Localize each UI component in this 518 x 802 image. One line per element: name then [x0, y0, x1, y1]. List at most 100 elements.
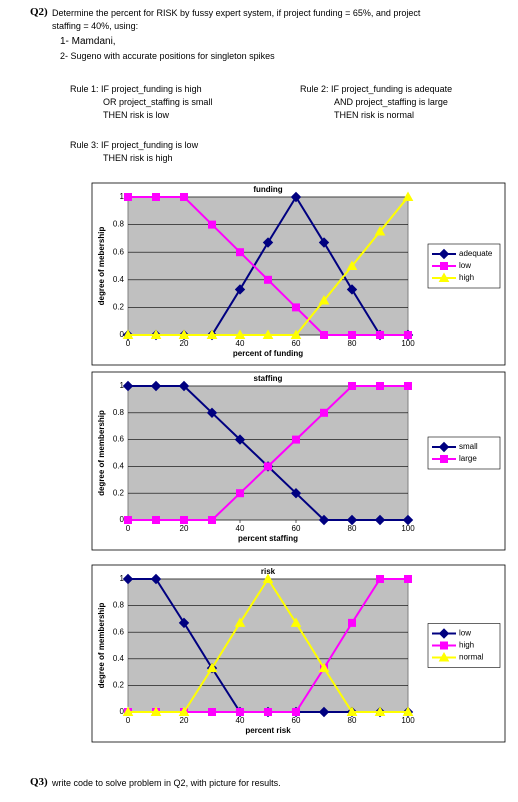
data-point — [178, 329, 190, 339]
data-point — [150, 573, 162, 585]
legend-label: high — [459, 641, 474, 650]
data-point — [320, 331, 328, 339]
legend-label: adequate — [459, 249, 493, 258]
method: 1- Mamdani, — [60, 36, 116, 47]
x-tick-label: 60 — [292, 716, 301, 725]
data-point — [348, 618, 356, 627]
legend-label: high — [459, 273, 474, 282]
data-point — [122, 706, 134, 716]
y-axis-label: degree of membership — [97, 602, 106, 688]
y-tick-label: 1 — [120, 574, 125, 583]
y-axis-label: degree of mebership — [97, 227, 106, 306]
data-point — [262, 237, 274, 248]
data-point — [208, 220, 216, 229]
legend-marker — [438, 248, 450, 260]
x-tick-label: 0 — [126, 339, 131, 348]
data-point — [402, 706, 414, 716]
data-point — [404, 382, 412, 390]
question-text: Determine the percent for RISK by fussy … — [52, 8, 421, 18]
data-point — [178, 706, 190, 716]
y-tick-label: 0.4 — [113, 275, 125, 284]
y-tick-label: 0 — [120, 330, 125, 339]
data-point — [292, 303, 300, 312]
footer-text: write code to solve problem in Q2, with … — [52, 778, 281, 788]
legend-label: small — [459, 442, 478, 451]
x-tick-label: 80 — [348, 339, 357, 348]
data-point — [236, 708, 244, 716]
data-point — [150, 706, 162, 716]
x-tick-label: 40 — [236, 524, 245, 533]
x-tick-label: 100 — [401, 716, 415, 725]
data-point — [402, 514, 414, 526]
data-point — [236, 489, 244, 498]
data-point — [234, 617, 246, 627]
x-tick-label: 80 — [348, 716, 357, 725]
data-point — [290, 191, 302, 203]
data-point — [150, 329, 162, 339]
legend-marker — [438, 628, 450, 639]
data-point — [264, 275, 272, 284]
chart-title: funding — [253, 185, 282, 194]
data-point — [374, 225, 386, 236]
data-point — [320, 408, 328, 417]
legend-label: normal — [459, 653, 484, 662]
data-point — [208, 708, 216, 716]
data-point — [348, 382, 356, 390]
data-point — [404, 331, 412, 339]
data-point — [206, 407, 218, 419]
data-point — [376, 331, 384, 339]
y-tick-label: 0.6 — [113, 247, 125, 256]
y-tick-label: 0.2 — [113, 488, 125, 497]
data-point — [318, 514, 330, 526]
y-tick-label: 0 — [120, 707, 125, 716]
rule-line: THEN risk is low — [103, 110, 170, 120]
data-point — [346, 514, 358, 526]
data-point — [292, 435, 300, 444]
x-tick-label: 0 — [126, 524, 131, 533]
data-point — [290, 329, 302, 339]
rule-line: Rule 1: IF project_funding is high — [70, 84, 202, 94]
chart-title: risk — [261, 567, 276, 576]
x-axis-label: percent risk — [245, 726, 291, 735]
y-tick-label: 0.8 — [113, 601, 125, 610]
rule-line: THEN risk is normal — [334, 110, 415, 120]
x-tick-label: 40 — [236, 716, 245, 725]
rule-line: THEN risk is high — [103, 153, 173, 163]
x-axis-label: percent of funding — [233, 349, 303, 358]
data-point — [346, 706, 358, 716]
data-point — [402, 191, 414, 201]
y-tick-label: 0.2 — [113, 681, 125, 690]
data-point — [122, 329, 134, 339]
data-point — [404, 575, 412, 583]
y-axis-label: degree of membership — [97, 410, 106, 496]
legend-marker — [440, 455, 448, 463]
legend-marker — [438, 441, 450, 453]
plot-area — [127, 578, 409, 713]
data-point — [234, 329, 246, 339]
x-tick-label: 60 — [292, 524, 301, 533]
x-tick-label: 100 — [401, 524, 415, 533]
data-point — [346, 260, 358, 270]
y-tick-label: 0.8 — [113, 220, 125, 229]
x-tick-label: 60 — [292, 339, 301, 348]
x-tick-label: 40 — [236, 339, 245, 348]
legend — [427, 436, 501, 470]
y-tick-label: 0.6 — [113, 627, 125, 636]
legend-marker — [438, 272, 450, 282]
rule-line: Rule 2: IF project_funding is adequate — [300, 84, 453, 94]
data-point — [180, 193, 188, 201]
data-point — [262, 329, 274, 339]
data-point — [122, 573, 134, 585]
data-point — [376, 382, 384, 390]
data-point — [376, 575, 384, 583]
data-point — [262, 573, 274, 583]
y-tick-label: 0 — [120, 515, 125, 524]
plot-area — [127, 196, 409, 336]
data-point — [318, 294, 330, 305]
data-point — [236, 248, 244, 257]
data-point — [206, 329, 218, 339]
plot-area — [127, 385, 409, 521]
data-point — [290, 617, 302, 627]
data-point — [348, 331, 356, 339]
